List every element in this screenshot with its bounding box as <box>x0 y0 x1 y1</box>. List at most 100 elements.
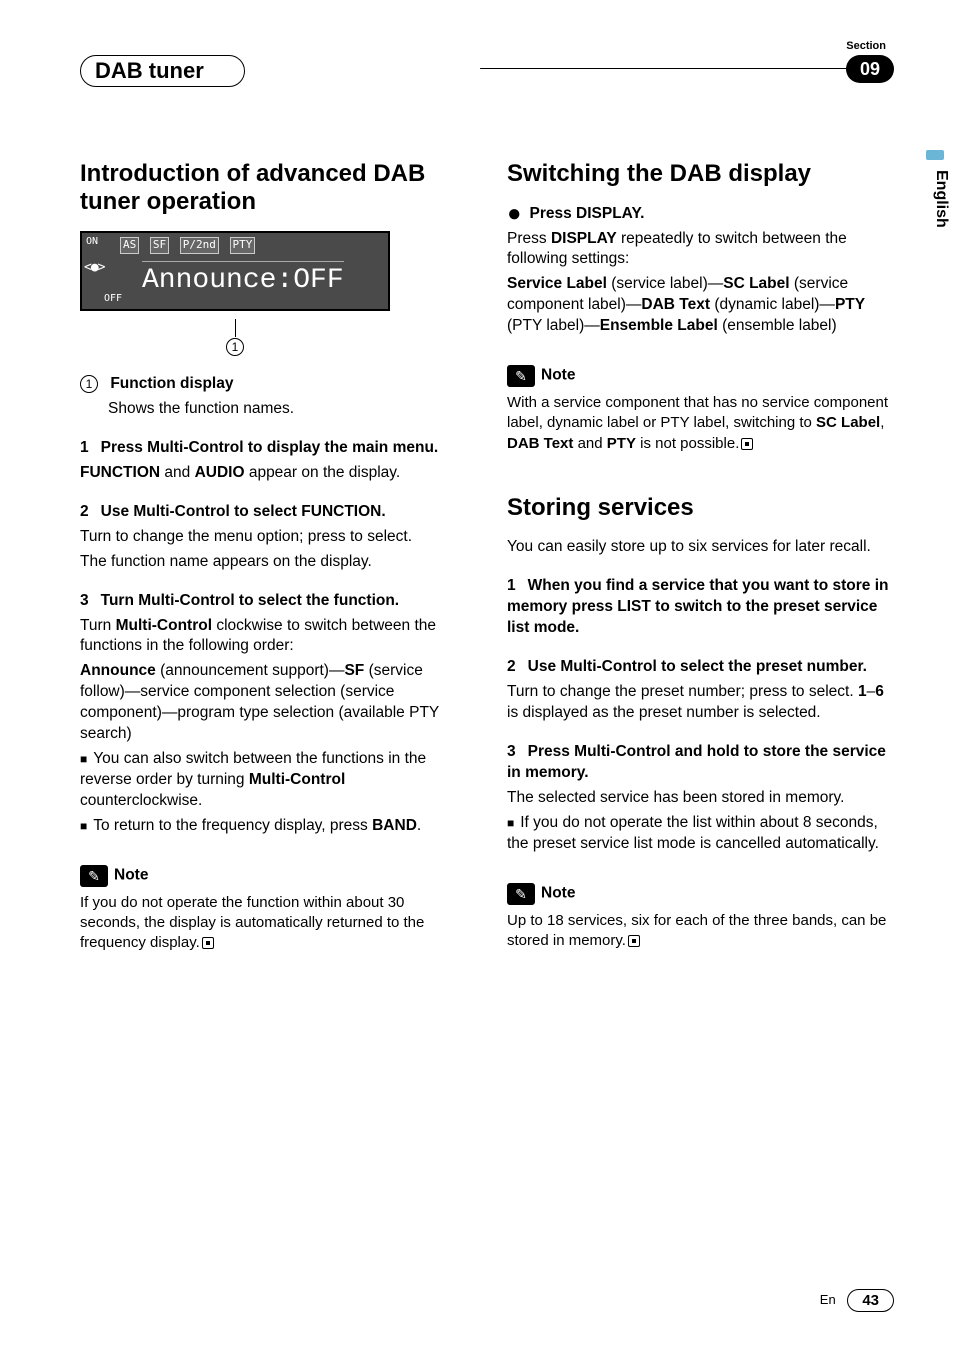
r1-sequence: Service Label (service label)—SC Label (… <box>507 274 894 337</box>
display-off-label: OFF <box>104 292 122 306</box>
step-title: Use Multi-Control to select the preset n… <box>528 658 867 675</box>
section-label: Section <box>846 40 886 52</box>
bold-term: BAND <box>372 817 417 834</box>
step-number: 2 <box>80 503 89 520</box>
r2-step3-body: The selected service has been stored in … <box>507 788 894 809</box>
text: Turn to change the preset number; press … <box>507 683 858 700</box>
text: – <box>867 683 876 700</box>
step-2: 2 Use Multi-Control to select FUNCTION. <box>80 502 467 523</box>
text: Turn <box>80 617 116 634</box>
text: Press <box>507 230 551 247</box>
step-3-sequence: Announce (announcement support)—SF (serv… <box>80 661 467 745</box>
right-column: Switching the DAB display ●Press DISPLAY… <box>507 160 894 958</box>
step-1: 1 Press Multi-Control to display the main… <box>80 438 467 459</box>
bold-term: Multi-Control <box>249 771 345 788</box>
language-tab-marker <box>926 150 944 160</box>
bold-term: Ensemble Label <box>600 317 718 334</box>
note-icon: ✎ <box>80 865 108 887</box>
footer-lang: En <box>820 1292 836 1307</box>
text: counterclockwise. <box>80 792 202 809</box>
text: If you do not operate the list within ab… <box>507 814 879 852</box>
text: . <box>417 817 421 834</box>
left-heading: Introduction of advanced DAB tuner opera… <box>80 160 467 215</box>
section-title: DAB tuner <box>80 55 245 87</box>
text: is displayed as the preset number is sel… <box>507 704 821 721</box>
bullet-icon: ● <box>507 200 522 227</box>
step-number: 1 <box>507 577 516 594</box>
step-3-body: Turn Multi-Control clockwise to switch b… <box>80 616 467 658</box>
display-p2nd-icon: P/2nd <box>180 237 219 254</box>
step-3: 3Turn Multi-Control to select the functi… <box>80 591 467 612</box>
r2-step-3: 3Press Multi-Control and hold to store t… <box>507 742 894 784</box>
note-label: Note <box>541 367 575 384</box>
step-title: Turn Multi-Control to select the functio… <box>101 592 400 609</box>
left-column: Introduction of advanced DAB tuner opera… <box>80 160 467 958</box>
bold-term: Service Label <box>507 275 607 292</box>
note-text: With a service component that has no ser… <box>507 393 894 454</box>
note-icon: ✎ <box>507 365 535 387</box>
step-1-body: FUNCTION and AUDIO appear on the display… <box>80 463 467 484</box>
display-status-icons: AS SF P/2nd PTY <box>120 237 259 254</box>
display-pty-icon: PTY <box>230 237 256 254</box>
bold-term: AUDIO <box>195 464 245 481</box>
bold-term: PTY <box>835 296 865 313</box>
bold-term: Multi-Control <box>116 617 212 634</box>
note-text: If you do not operate the function withi… <box>80 893 467 954</box>
bullet-icon: ■ <box>80 752 87 766</box>
display-sf-icon: SF <box>150 237 169 254</box>
page-number: 43 <box>847 1289 894 1312</box>
callout-item: 1 Function display <box>80 374 467 395</box>
note-icon: ✎ <box>507 883 535 905</box>
step-title: Use Multi-Control to select FUNCTION. <box>101 503 386 520</box>
r2-step2-body: Turn to change the preset number; press … <box>507 682 894 724</box>
callout-number-icon: 1 <box>80 375 98 393</box>
bullet-icon: ■ <box>80 819 87 833</box>
note-block: ✎ Note Up to 18 services, six for each of… <box>507 883 894 952</box>
r1-bullet-line: ●Press DISPLAY. <box>507 204 894 225</box>
callout-line: 1 <box>80 319 390 356</box>
r2-bullet: ■If you do not operate the list within a… <box>507 813 894 855</box>
text: and <box>573 435 606 452</box>
text: (PTY label)— <box>507 317 600 334</box>
r1-body: Press DISPLAY repeatedly to switch betwe… <box>507 229 894 271</box>
step-2-body2: The function name appears on the display… <box>80 552 467 573</box>
text: Up to 18 services, six for each of the t… <box>507 912 886 949</box>
bold-term: SC Label <box>723 275 789 292</box>
end-mark-icon <box>741 438 753 450</box>
callout-desc: Shows the function names. <box>108 399 467 420</box>
note-label: Note <box>114 866 148 883</box>
section-number: 09 <box>846 55 894 83</box>
callout-title: Function display <box>110 375 233 392</box>
step-3-bullet2: ■To return to the frequency display, pre… <box>80 816 467 837</box>
note-block: ✎ Note If you do not operate the function… <box>80 865 467 954</box>
step-number: 1 <box>80 439 89 456</box>
bold-term: DAB Text <box>507 435 573 452</box>
text: (announcement support)— <box>156 662 345 679</box>
language-tab: English <box>932 170 950 228</box>
page-header: DAB tuner Section 09 <box>80 50 894 110</box>
step-number: 2 <box>507 658 516 675</box>
r2-step-1: 1When you find a service that you want t… <box>507 576 894 639</box>
step-title: Press Multi-Control to display the main … <box>101 439 439 456</box>
display-as-icon: AS <box>120 237 139 254</box>
end-mark-icon <box>628 935 640 947</box>
bold-term: SF <box>344 662 364 679</box>
callout-number-icon: 1 <box>226 338 244 356</box>
display-main-text: Announce:OFF <box>142 261 344 300</box>
text: (ensemble label) <box>718 317 837 334</box>
right-heading-2: Storing services <box>507 494 894 522</box>
bold-term: Announce <box>80 662 156 679</box>
note-label: Note <box>541 884 575 901</box>
r2-intro: You can easily store up to six services … <box>507 537 894 558</box>
step-2-body: Turn to change the menu option; press to… <box>80 527 467 548</box>
text: , <box>880 414 884 431</box>
note-block: ✎ Note With a service component that has … <box>507 365 894 454</box>
step-3-bullet1: ■You can also switch between the functio… <box>80 749 467 812</box>
step-number: 3 <box>507 743 516 760</box>
bold-term: PTY <box>607 435 636 452</box>
display-arrows: <●> <box>84 259 104 277</box>
r1-bullet-title: Press DISPLAY. <box>530 205 645 222</box>
page-footer: En 43 <box>820 1289 894 1312</box>
r2-step-2: 2 Use Multi-Control to select the preset … <box>507 657 894 678</box>
bullet-icon: ■ <box>507 816 514 830</box>
